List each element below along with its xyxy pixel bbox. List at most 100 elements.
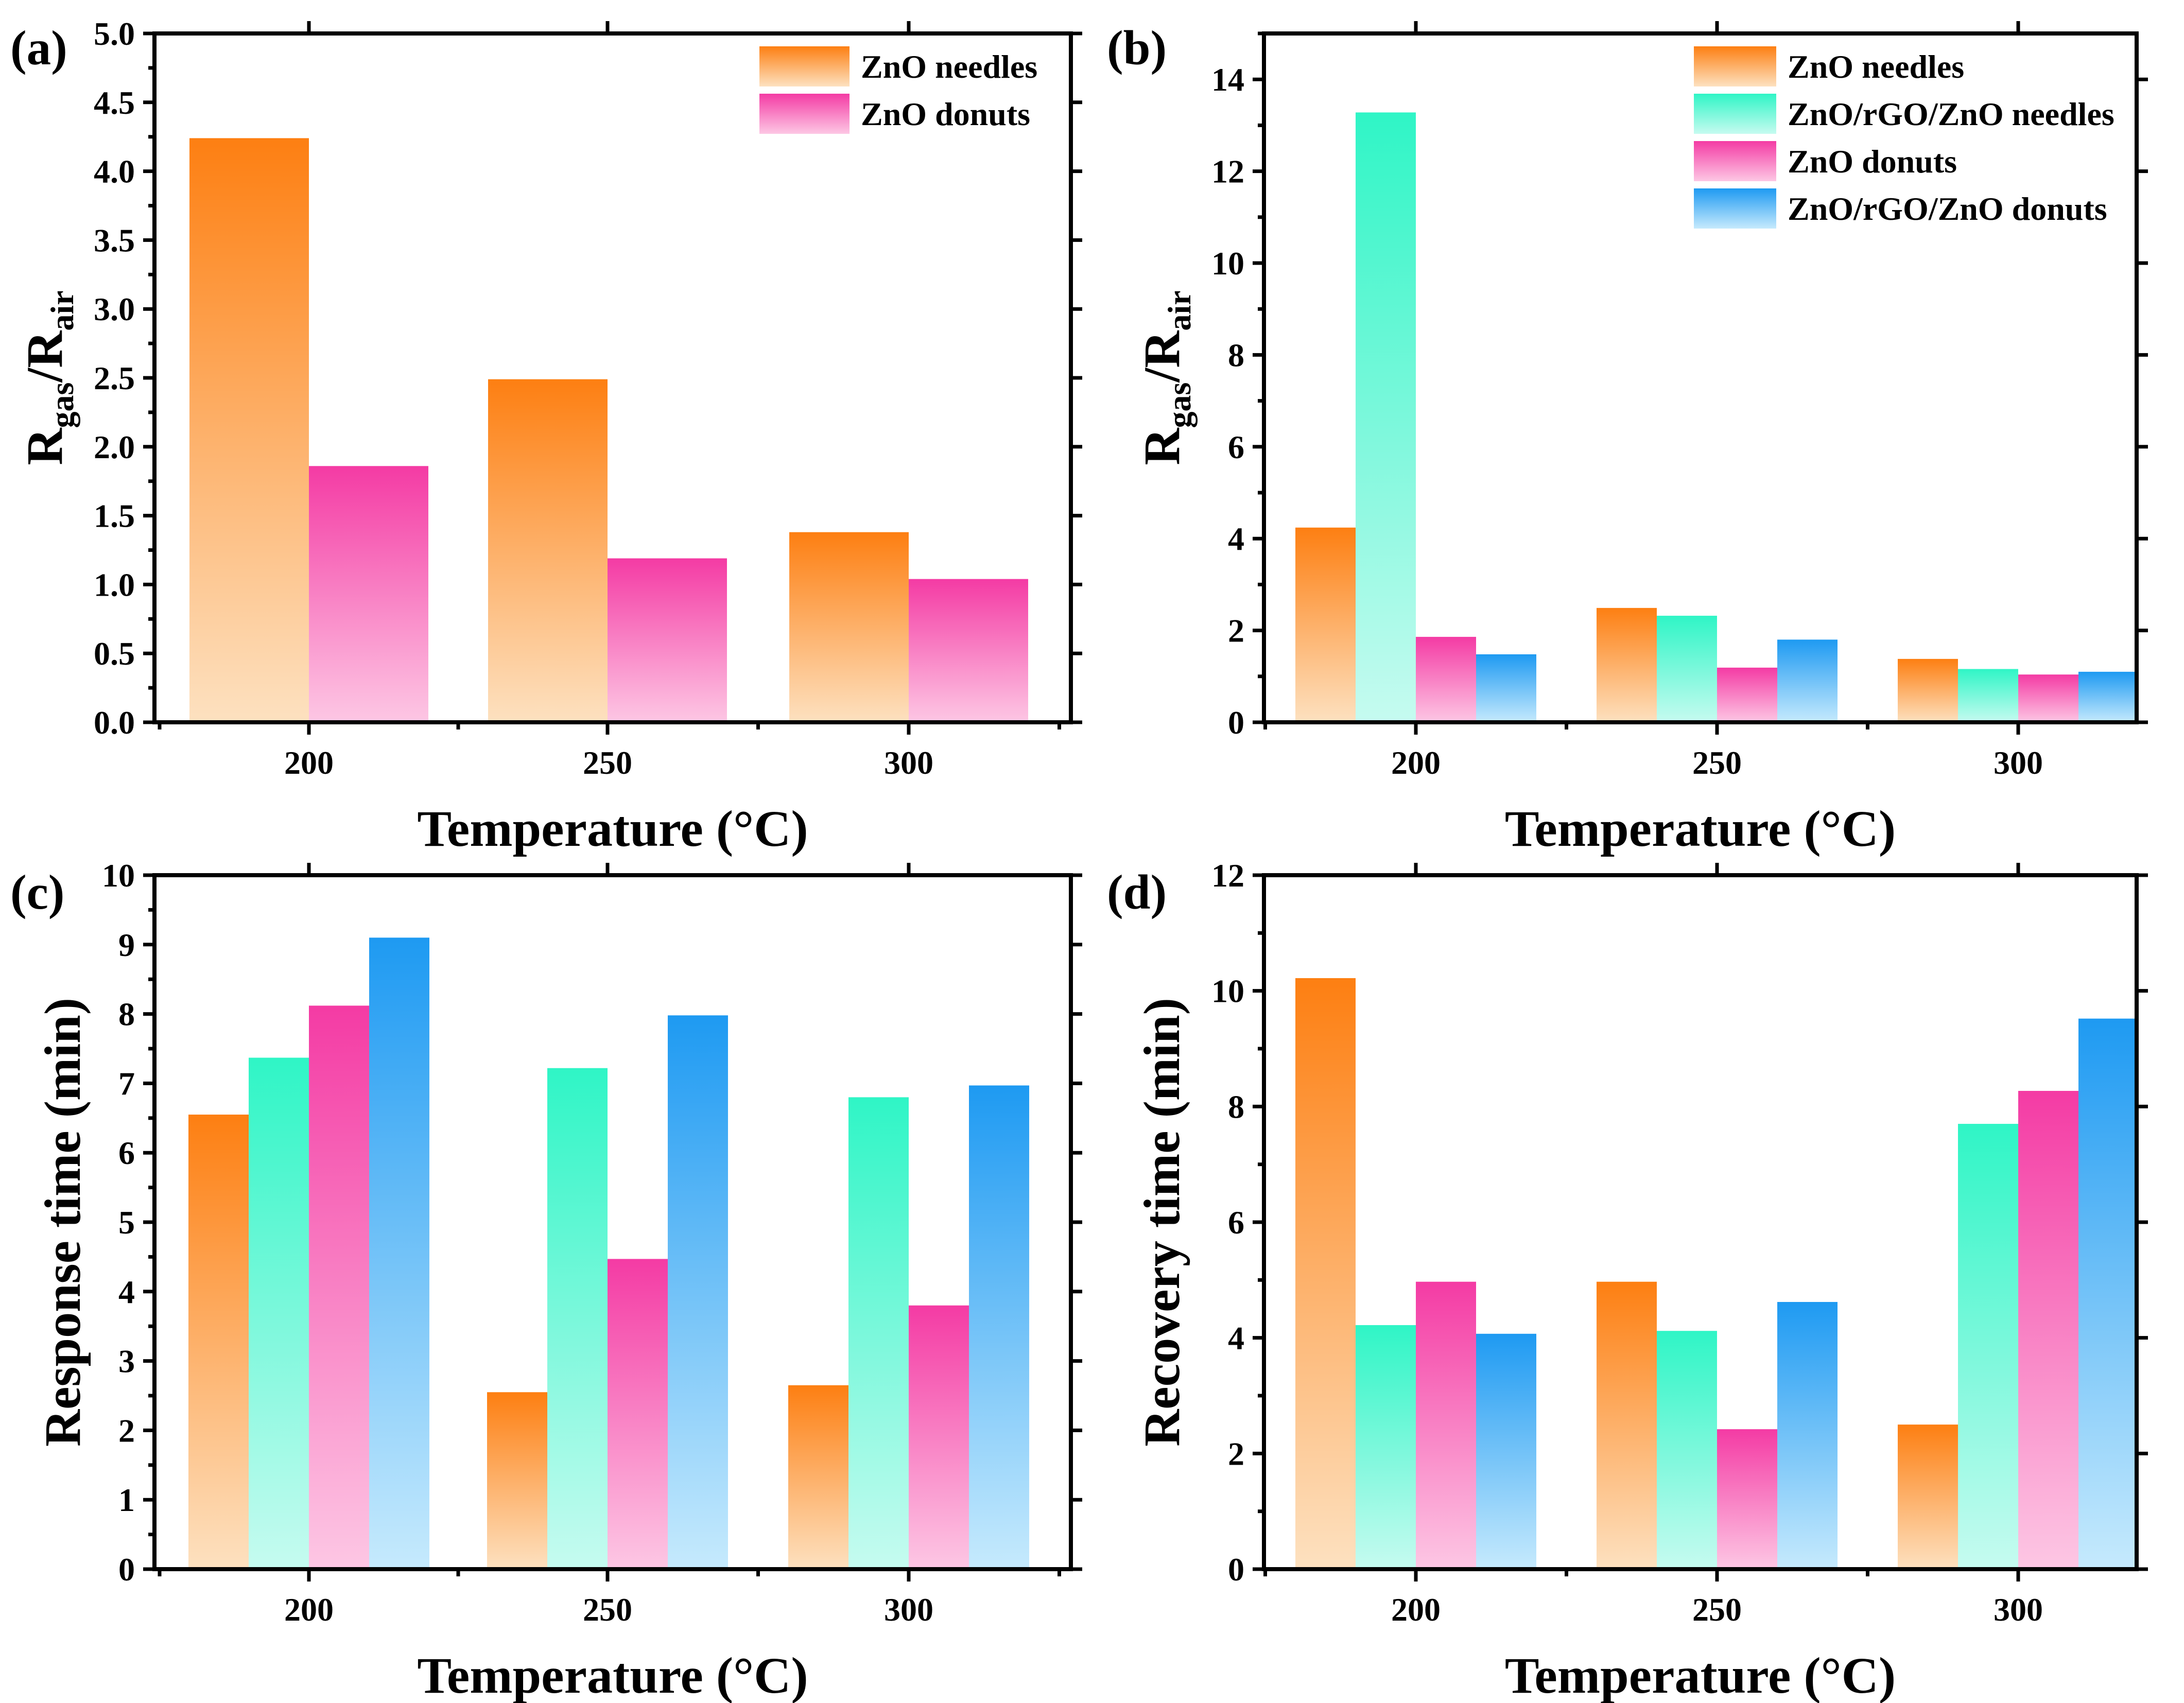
y-tick-label: 10: [1211, 973, 1244, 1010]
bar-zno-rgo-zno-donuts-200: [1476, 1333, 1536, 1569]
y-tick-label: 9: [118, 927, 135, 963]
bar-zno-needles-200: [189, 138, 309, 723]
legend-label-zno-needles: ZnO needles: [1788, 48, 1964, 85]
y-tick-label: 5.0: [94, 15, 135, 52]
chart-panel-3: 0 1 2 3 4 5 6 7 8 9 10 200 250 300 Temperature (°C) Res…: [10, 857, 1082, 1703]
y-tick-label: 7: [118, 1065, 135, 1102]
bar-zno-donuts-200: [1416, 1281, 1476, 1569]
y-axis-title: Recovery time (min): [1133, 998, 1190, 1447]
y-tick-label: 0: [1228, 1551, 1244, 1588]
bar-zno-donuts-250: [1717, 667, 1777, 722]
panel-label: (b): [1107, 21, 1167, 75]
y-tick-label: 3: [118, 1343, 135, 1380]
bar-zno-needles-250: [487, 1392, 547, 1569]
y-axis-title: Response time (min): [34, 998, 91, 1447]
panel-label: (d): [1107, 865, 1167, 919]
y-tick-label: 14: [1211, 61, 1244, 98]
y-tick-label: 10: [102, 857, 135, 894]
y-tick-label: 1.0: [94, 566, 135, 603]
panel-label: (a): [10, 21, 67, 75]
bar-zno-needles-300: [1898, 658, 1958, 722]
y-axis-title: Rgas/Rair: [16, 290, 80, 465]
legend-swatch-zno-rgo-zno-needles: [1694, 94, 1776, 134]
x-tick-label: 200: [1391, 744, 1441, 781]
bar-zno-rgo-zno-needles-300: [1958, 1124, 2018, 1569]
bar-zno-needles-300: [788, 1385, 848, 1569]
bar-zno-needles-300: [1898, 1424, 1958, 1569]
chart-panel-2: 0 2 4 6 8 10 12 14 200 250 300 Temperature (°C) Rgas…: [1107, 21, 2148, 857]
x-axis-title: Temperature (°C): [417, 1647, 808, 1703]
bar-zno-rgo-zno-donuts-300: [2078, 671, 2139, 722]
y-tick-label: 10: [1211, 245, 1244, 282]
x-tick-label: 200: [1391, 1591, 1441, 1628]
y-tick-label: 4.5: [94, 84, 135, 121]
bar-zno-donuts-250: [1717, 1429, 1777, 1569]
legend-swatch-zno-needles: [1694, 46, 1776, 86]
bar-zno-donuts-300: [2018, 674, 2078, 722]
x-tick-label: 300: [884, 1591, 933, 1628]
bar-zno-needles-250: [1597, 607, 1657, 722]
chart-panel-4: 0 2 4 6 8 10 12 200 250 300 Temperature (°C) Recove…: [1107, 857, 2148, 1703]
panel-label: (c): [10, 865, 64, 919]
y-tick-label: 2: [1228, 613, 1244, 649]
bar-zno-donuts-200: [309, 466, 428, 722]
bar-zno-donuts-250: [608, 558, 727, 722]
y-tick-label: 4: [1228, 1320, 1244, 1357]
y-tick-label: 2.0: [94, 429, 135, 465]
x-tick-label: 250: [1692, 744, 1742, 781]
bar-zno-donuts-300: [909, 1305, 969, 1569]
legend-swatch-zno-needles: [759, 46, 850, 86]
bar-zno-needles-250: [488, 379, 608, 722]
bar-zno-rgo-zno-donuts-200: [1476, 654, 1536, 722]
y-tick-label: 2: [118, 1412, 135, 1449]
y-tick-label: 4.0: [94, 153, 135, 190]
bar-zno-rgo-zno-needles-200: [1356, 1325, 1416, 1569]
y-tick-label: 3.5: [94, 222, 135, 258]
y-axis-title: Rgas/Rair: [1133, 290, 1198, 465]
bar-zno-rgo-zno-needles-200: [249, 1057, 309, 1569]
legend-swatch-zno-donuts: [1694, 141, 1776, 181]
legend-label-zno-rgo-zno-donuts: ZnO/rGO/ZnO donuts: [1788, 190, 2107, 227]
bar-zno-rgo-zno-needles-250: [1657, 616, 1717, 722]
y-tick-label: 6: [1228, 1204, 1244, 1241]
x-tick-label: 300: [1994, 744, 2043, 781]
legend-label-zno-donuts: ZnO donuts: [1788, 143, 1957, 180]
y-tick-label: 1: [118, 1482, 135, 1518]
bar-zno-rgo-zno-needles-250: [1657, 1331, 1717, 1569]
y-tick-label: 1.5: [94, 498, 135, 534]
legend-label-zno-needles: ZnO needles: [861, 48, 1037, 85]
bar-zno-rgo-zno-needles-300: [848, 1097, 909, 1569]
y-tick-label: 6: [118, 1135, 135, 1171]
bar-zno-rgo-zno-needles-300: [1958, 669, 2018, 722]
y-tick-label: 6: [1228, 429, 1244, 465]
bar-zno-rgo-zno-needles-250: [547, 1068, 608, 1569]
y-tick-label: 8: [1228, 1088, 1244, 1125]
y-tick-label: 4: [1228, 520, 1244, 557]
bar-zno-rgo-zno-donuts-300: [969, 1085, 1029, 1569]
bar-zno-donuts-250: [608, 1259, 668, 1569]
y-tick-label: 12: [1211, 857, 1244, 894]
y-tick-label: 8: [1228, 337, 1244, 373]
bar-zno-rgo-zno-donuts-250: [668, 1015, 728, 1569]
y-tick-label: 8: [118, 996, 135, 1033]
bar-zno-donuts-200: [1416, 637, 1476, 722]
legend: ZnO needles ZnO donuts: [759, 46, 1037, 134]
y-tick-label: 12: [1211, 153, 1244, 190]
y-tick-label: 0.0: [94, 704, 135, 741]
y-tick-label: 4: [118, 1274, 135, 1310]
x-tick-label: 300: [884, 744, 933, 781]
y-tick-label: 5: [118, 1204, 135, 1241]
bar-zno-rgo-zno-donuts-250: [1777, 1302, 1838, 1569]
legend-swatch-zno-rgo-zno-donuts: [1694, 188, 1776, 229]
bar-zno-needles-200: [1295, 527, 1356, 722]
y-tick-label: 0.5: [94, 635, 135, 672]
y-tick-label: 2.5: [94, 360, 135, 396]
x-axis-title: Temperature (°C): [1505, 800, 1896, 857]
bar-zno-rgo-zno-needles-200: [1356, 112, 1416, 723]
y-tick-label: 0: [118, 1551, 135, 1588]
bar-zno-rgo-zno-donuts-200: [369, 937, 429, 1569]
bar-zno-donuts-300: [2018, 1091, 2078, 1569]
y-tick-label: 2: [1228, 1435, 1244, 1472]
x-tick-label: 250: [583, 1591, 632, 1628]
